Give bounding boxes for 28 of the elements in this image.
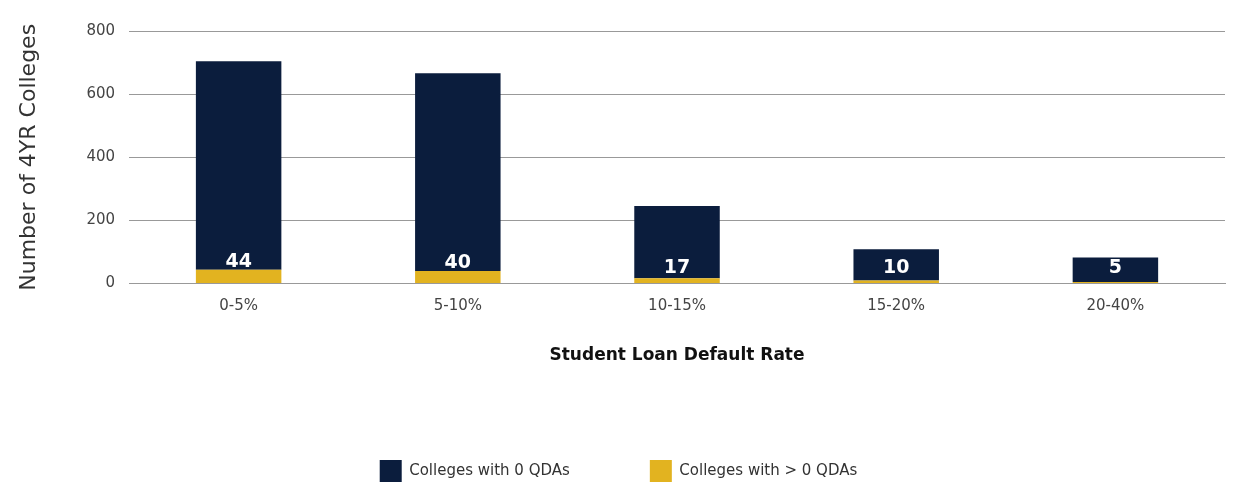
bar: [853, 249, 939, 281]
data-label: 44: [225, 249, 252, 272]
bar: [634, 205, 720, 279]
x-tick-label: 15-20%: [867, 296, 926, 315]
x-axis-title: Student Loan Default Rate: [549, 344, 805, 365]
y-tick-label: 200: [86, 210, 116, 229]
data-label: 17: [663, 254, 691, 277]
x-tick-label: 20-40%: [1086, 296, 1145, 315]
bar: [853, 280, 939, 284]
bar: [195, 61, 282, 270]
bar: [415, 270, 501, 284]
x-tick-label: 0-5%: [219, 296, 259, 315]
data-label: 5: [1108, 254, 1123, 277]
x-tick-label: 10-15%: [648, 296, 706, 315]
y-tick-label: 0: [105, 273, 116, 292]
bar: [195, 269, 282, 284]
x-tick-label: 5-10%: [433, 296, 482, 315]
y-tick-label: 800: [86, 20, 116, 39]
data-label: 40: [444, 250, 472, 273]
bar: [415, 73, 501, 271]
data-label: 10: [882, 254, 910, 277]
y-tick-label: 400: [86, 147, 116, 166]
bar: [1072, 257, 1159, 283]
legend-label: Colleges with > 0 QDAs: [679, 460, 858, 479]
legend-label: Colleges with 0 QDAs: [409, 460, 571, 479]
y-tick-label: 600: [86, 84, 116, 103]
y-axis-title: Number of 4YR Colleges: [14, 23, 40, 291]
bar: [634, 278, 720, 284]
